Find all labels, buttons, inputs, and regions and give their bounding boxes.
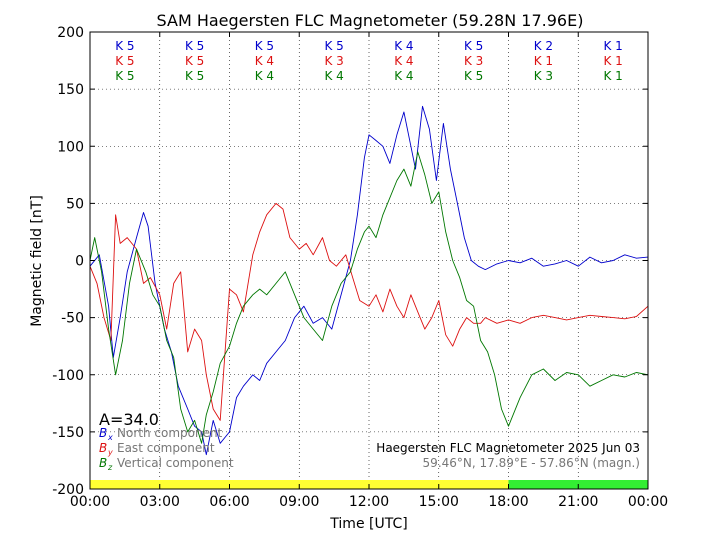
- k-index-north: K 2: [534, 39, 553, 53]
- y-tick-label: -50: [61, 311, 84, 327]
- chart-title: SAM Haegersten FLC Magnetometer (59.28N …: [157, 11, 584, 30]
- legend-label-north: North component: [117, 426, 223, 440]
- k-index-vertical: K 5: [115, 69, 134, 83]
- series-layer: [89, 105, 649, 456]
- k-index-east: K 4: [394, 54, 413, 68]
- x-tick-label: 18:00: [488, 494, 528, 510]
- y-tick-label: -100: [52, 368, 84, 384]
- grid-lines: [90, 32, 648, 489]
- k-index-north: K 5: [464, 39, 483, 53]
- y-tick-label: 150: [57, 82, 84, 98]
- legend-label-east: East component: [117, 441, 215, 455]
- legend-entry-east: B y East component: [99, 441, 215, 457]
- a-index-label: A=34.0: [99, 410, 159, 429]
- legend-subscript-east: y: [107, 448, 113, 457]
- y-axis-label: Magnetic field [nT]: [29, 195, 45, 327]
- x-tick-label: 09:00: [279, 494, 319, 510]
- legend-label-vertical: Vertical component: [117, 456, 234, 470]
- k-index-east: K 5: [185, 54, 204, 68]
- x-tick-label: 03:00: [140, 494, 180, 510]
- k-index-vertical: K 3: [534, 69, 553, 83]
- legend: B x North component B y East component B…: [99, 426, 234, 472]
- station-label: Haegersten FLC Magnetometer 2025 Jun 03: [376, 441, 640, 455]
- k-index-north: K 5: [185, 39, 204, 53]
- y-tick-label: 0: [75, 254, 84, 270]
- y-tick-label: 100: [57, 139, 84, 155]
- k-index-north: K 5: [115, 39, 134, 53]
- k-index-north: K 4: [394, 39, 413, 53]
- k-index-north: K 5: [324, 39, 343, 53]
- k-index-east: K 5: [115, 54, 134, 68]
- legend-symbol-vertical: B: [99, 456, 107, 470]
- k-index-east: K 1: [534, 54, 553, 68]
- series-vertical-line: [89, 151, 649, 444]
- k-index-north: K 1: [603, 39, 622, 53]
- y-tick-label: 200: [57, 25, 84, 41]
- legend-subscript-north: x: [107, 433, 113, 442]
- x-axis-label: Time [UTC]: [329, 516, 407, 532]
- coordinates-label: 59.46°N, 17.89°E - 57.86°N (magn.): [423, 456, 640, 470]
- k-index-vertical: K 4: [255, 69, 274, 83]
- k-index-east: K 4: [255, 54, 274, 68]
- series-east-line: [89, 202, 649, 421]
- legend-entry-vertical: B z Vertical component: [99, 456, 234, 472]
- y-tick-label: -200: [52, 482, 84, 498]
- legend-entry-north: B x North component: [99, 426, 223, 442]
- k-index-vertical: K 4: [394, 69, 413, 83]
- k-index-vertical: K 4: [324, 69, 343, 83]
- legend-subscript-vertical: z: [107, 463, 113, 472]
- x-axis-ticks: 00:00 03:00 06:00 09:00 12:00 15:00 18:00 21:00…: [70, 32, 668, 510]
- k-index-east: K 3: [464, 54, 483, 68]
- y-tick-label: 50: [66, 196, 84, 212]
- x-tick-label: 12:00: [349, 494, 389, 510]
- k-index-vertical: K 5: [185, 69, 204, 83]
- legend-symbol-east: B: [99, 441, 107, 455]
- k-index-north: K 5: [255, 39, 274, 53]
- series-north-line: [89, 105, 649, 456]
- y-axis-ticks: -200 -150 -100 -50 0 50 100 150 200: [52, 25, 648, 498]
- k-index-vertical: K 1: [603, 69, 622, 83]
- legend-symbol-north: B: [99, 426, 107, 440]
- k-index-east: K 3: [324, 54, 343, 68]
- x-tick-label: 00:00: [70, 494, 110, 510]
- k-index-east: K 1: [603, 54, 622, 68]
- x-tick-label: 00:00: [628, 494, 668, 510]
- x-tick-label: 21:00: [558, 494, 598, 510]
- x-tick-label: 06:00: [209, 494, 249, 510]
- x-tick-label: 15:00: [419, 494, 459, 510]
- k-index-vertical: K 5: [464, 69, 483, 83]
- y-tick-label: -150: [52, 425, 84, 441]
